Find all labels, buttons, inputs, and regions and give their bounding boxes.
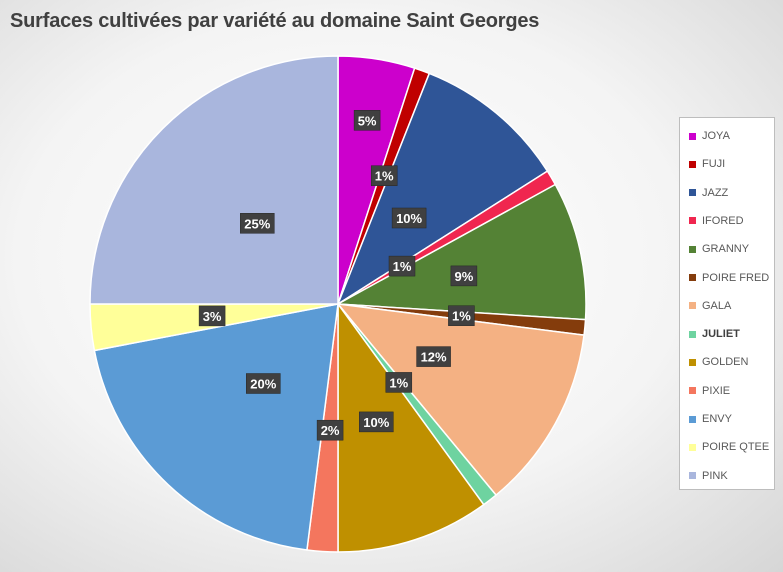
data-label-box: [240, 213, 275, 234]
legend-label: PINK: [702, 469, 728, 482]
chart-title: Surfaces cultivées par variété au domain…: [10, 10, 540, 32]
data-label-box: [385, 372, 413, 393]
legend-item-envy: ENVY: [689, 412, 732, 426]
data-label-box: [370, 165, 398, 186]
legend-swatch: [689, 415, 696, 423]
legend-item-fuji: FUJI: [689, 157, 725, 171]
legend-label: GALA: [702, 299, 732, 312]
legend-swatch: [689, 274, 696, 281]
data-label-pink: 25%: [240, 213, 275, 234]
pie-slice-granny: [337, 183, 587, 321]
pie-slice-golden: [337, 303, 485, 553]
data-label-box: [391, 207, 427, 229]
data-label-box: [448, 305, 475, 326]
legend-label: GOLDEN: [702, 356, 749, 369]
data-label-fuji: 1%: [370, 165, 398, 186]
data-label-text: 1%: [389, 375, 408, 390]
pie-data-labels: 5% 1% 10% 1% 9% 1% 12% 1% 10% 2% 20% 3% 25%: [198, 110, 478, 441]
data-label-poire-fred: 1%: [448, 305, 475, 326]
legend-item-pink: PINK: [689, 469, 728, 483]
legend-item-poire-qtee: POIRE QTEE: [689, 440, 769, 454]
data-label-text: 5%: [358, 113, 377, 128]
data-label-golden: 10%: [359, 411, 394, 433]
data-label-juliet: 1%: [385, 372, 413, 393]
legend-item-pixie: PIXIE: [689, 384, 730, 398]
pie-slice-gala: [337, 303, 585, 496]
data-label-box: [388, 255, 416, 277]
legend-label: JOYA: [702, 130, 730, 142]
data-label-granny: 9%: [450, 265, 478, 287]
legend-label: JULIET: [702, 328, 740, 341]
pie-slice-envy: [93, 303, 339, 551]
data-label-pixie: 2%: [316, 419, 344, 441]
data-label-text: 20%: [250, 377, 276, 392]
pie-slice-pink: [89, 55, 339, 305]
legend: JOYA FUJI JAZZ IFORED GRANNY POIRE FRED GALA JU…: [679, 117, 775, 490]
legend-swatch: [689, 443, 696, 451]
legend-label: ENVY: [702, 413, 732, 425]
legend-swatch: [689, 245, 696, 253]
data-label-box: [316, 419, 344, 441]
pie-slice-jazz: [337, 72, 549, 305]
data-label-text: 1%: [393, 259, 412, 274]
legend-item-jazz: JAZZ: [689, 186, 728, 200]
legend-swatch: [689, 472, 696, 480]
data-label-text: 1%: [452, 309, 471, 324]
data-label-envy: 20%: [246, 373, 281, 394]
data-label-jazz: 10%: [391, 207, 427, 229]
legend-item-granny: GRANNY: [689, 242, 749, 256]
legend-swatch: [689, 160, 696, 168]
legend-label: POIRE QTEE: [702, 441, 770, 454]
legend-item-ifored: IFORED: [689, 214, 744, 228]
data-label-text: 10%: [396, 211, 422, 226]
data-label-ifored: 1%: [388, 255, 416, 277]
legend-swatch: [689, 132, 696, 140]
data-label-text: 10%: [363, 415, 389, 430]
legend-item-juliet: JULIET: [689, 327, 740, 341]
data-label-box: [359, 411, 394, 433]
legend-swatch: [689, 358, 696, 366]
legend-label: POIRE FRED: [702, 271, 770, 284]
legend-label: PIXIE: [702, 384, 731, 397]
legend-swatch: [689, 189, 696, 197]
data-label-text: 12%: [421, 350, 447, 365]
legend-swatch: [689, 330, 696, 338]
data-label-text: 9%: [455, 269, 474, 284]
legend-label: JAZZ: [702, 186, 729, 199]
legend-item-poire-fred: POIRE FRED: [689, 271, 769, 285]
legend-label: IFORED: [702, 214, 744, 227]
legend-swatch: [689, 302, 696, 310]
data-label-text: 3%: [203, 309, 222, 324]
legend-item-joya: JOYA: [689, 129, 730, 143]
legend-item-golden: GOLDEN: [689, 355, 748, 369]
legend-label: GRANNY: [702, 243, 750, 256]
data-label-text: 25%: [244, 216, 270, 231]
data-label-poire-qtee: 3%: [198, 305, 226, 327]
data-label-box: [198, 305, 226, 327]
data-label-joya: 5%: [353, 110, 381, 131]
data-label-box: [416, 346, 451, 367]
legend-swatch: [689, 217, 696, 225]
legend-item-gala: GALA: [689, 299, 731, 313]
legend-label: FUJI: [702, 158, 726, 171]
data-label-box: [246, 373, 281, 394]
pie-slices: [89, 55, 587, 553]
data-label-text: 1%: [375, 169, 394, 184]
legend-swatch: [689, 387, 696, 395]
data-label-text: 2%: [321, 423, 340, 438]
data-label-gala: 12%: [416, 346, 451, 367]
data-label-box: [353, 110, 381, 131]
data-label-box: [450, 265, 478, 287]
